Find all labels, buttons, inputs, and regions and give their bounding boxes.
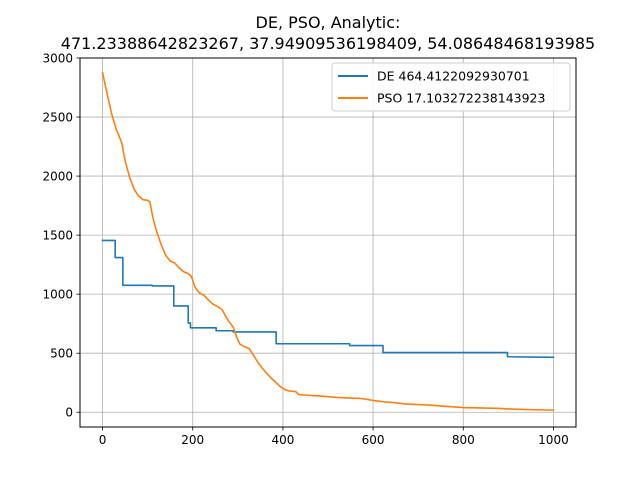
y-tick-label: 1000 xyxy=(42,287,73,301)
series-line-de xyxy=(101,239,555,359)
legend: DE 464.4122092930701 PSO 17.103272238143… xyxy=(331,62,571,112)
y-tick-label: 500 xyxy=(50,347,73,361)
x-tick-label: 800 xyxy=(452,433,475,447)
legend-label-pso: PSO 17.103272238143923 xyxy=(377,91,545,106)
y-tick-label: 3000 xyxy=(42,51,73,65)
x-tick-label: 600 xyxy=(362,433,385,447)
x-axis: 0 200 400 600 800 1000 xyxy=(99,427,569,447)
x-tick-label: 200 xyxy=(181,433,204,447)
series-layer xyxy=(101,71,555,411)
x-tick-label: 400 xyxy=(271,433,294,447)
chart-title-line-1: DE, PSO, Analytic: xyxy=(256,13,401,32)
y-tick-label: 2500 xyxy=(42,110,73,124)
chart-title-line-2: 471.23388642823267, 37.94909536198409, 5… xyxy=(61,34,595,53)
y-tick-label: 1500 xyxy=(42,228,73,242)
y-tick-label: 0 xyxy=(65,406,73,420)
plot-background xyxy=(80,58,576,427)
grid xyxy=(80,57,576,427)
series-line-pso xyxy=(101,71,555,411)
y-axis: 0 500 1000 1500 2000 2500 3000 xyxy=(42,51,80,420)
x-tick-label: 0 xyxy=(99,433,107,447)
legend-label-de: DE 464.4122092930701 xyxy=(377,69,530,84)
y-tick-label: 2000 xyxy=(42,169,73,183)
legend-box xyxy=(331,62,571,112)
x-tick-label: 1000 xyxy=(538,433,569,447)
plot-frame xyxy=(79,57,577,428)
plot-area xyxy=(79,57,577,428)
